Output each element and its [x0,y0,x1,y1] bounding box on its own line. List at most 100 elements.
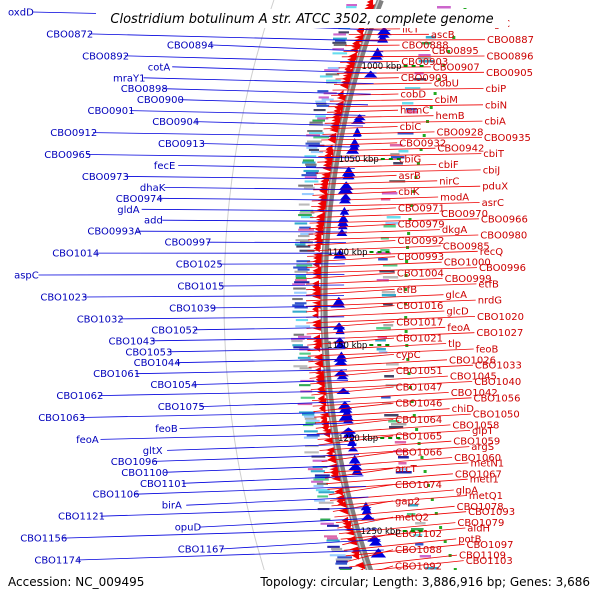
feature-block [293,287,306,290]
gene-label-right: asrB [399,171,421,182]
label-leader-left [200,143,359,148]
minor-feature-dot [423,470,427,473]
forward-gene-arrow [369,538,383,546]
label-leader-right [349,554,458,568]
forward-gene-arrow [337,400,353,410]
forward-gene-arrow [333,296,345,305]
gene-label-right: cbiJ [483,165,501,176]
feature-block [327,67,340,70]
gene-label-right: hemB [436,111,465,122]
gene-label-right: CBO1060 [454,453,501,464]
feature-block [298,184,313,187]
feature-block [383,225,396,228]
gene-label-right: CBO1066 [395,448,442,459]
genome-stats-text: Topology: circular; Length: 3,886,916 bp… [259,575,590,589]
reverse-gene-arrow [314,228,325,236]
minor-feature-dot [410,204,414,207]
label-leader-left [62,528,378,539]
feature-block [294,291,307,294]
gene-label-left: CBO0904 [152,117,199,128]
feature-block [318,501,334,504]
gene-label-right: dkgA [442,225,467,236]
feature-block [415,522,426,525]
reverse-gene-arrow [323,436,334,444]
gene-label-right: glpT [472,426,494,437]
feature-block [296,264,313,267]
label-leader-left [130,110,366,116]
feature-block [406,513,416,516]
gene-label-right: licT [402,24,420,35]
label-leader-right [314,413,471,424]
feature-block [305,421,317,424]
gene-label-right: arcT [395,464,418,475]
accession-text: Accession: NC_009495 [8,575,144,589]
gene-label-right: hemC [400,106,429,117]
gene-label-left: CBO1014 [52,249,99,260]
label-leader-right [308,234,479,241]
feature-block [312,119,325,122]
label-leader-left [80,411,352,418]
feature-block [389,180,406,183]
gene-label-left: CBO1174 [34,556,81,567]
gene-label-right: CBO1033 [475,361,522,372]
gene-label-right: CBO0970 [441,209,488,220]
feature-block [306,146,318,149]
feature-block [303,415,316,418]
feature-block [381,402,392,405]
feature-block [292,298,303,301]
title-background [96,9,508,28]
feature-block [319,75,333,78]
feature-block [377,336,387,339]
feature-block [315,115,326,118]
feature-block [339,568,352,571]
feature-block [383,303,393,306]
gene-label-left: CBO1032 [77,314,124,325]
feature-block [302,161,316,164]
minor-feature-dot [419,148,423,151]
label-leader-right [321,137,482,141]
label-leader-right [327,478,468,490]
gene-label-left: CBO1054 [150,380,197,391]
gene-label-left: CBO1015 [177,282,224,293]
label-leader-right [306,267,478,274]
minor-feature-dot [433,92,437,95]
feature-block [296,260,311,263]
gene-label-left: opuD [175,523,202,534]
label-leader-right [313,180,438,185]
feature-block [309,121,323,124]
label-leader-left [141,208,350,212]
gene-label-right: CBO1065 [395,431,442,442]
gene-label-left: aspC [14,271,39,282]
feature-block [305,419,320,422]
gene-label-right: potB [458,534,481,545]
label-leader-left [119,316,345,320]
gene-label-left: oxdD [8,8,34,19]
outer-guide-arc [223,0,275,600]
feature-block [292,304,305,307]
reverse-gene-arrow [312,293,322,300]
label-leader-left [136,230,347,233]
feature-block [333,43,347,46]
feature-block [324,535,337,538]
minor-feature-dot [453,568,457,571]
feature-block [302,413,315,416]
label-leader-right [305,294,444,302]
forward-gene-arrow [336,373,349,380]
minor-feature-dot [409,386,412,389]
feature-block [292,310,308,313]
gene-label-right: tlp [448,339,461,350]
feature-block [294,281,310,284]
feature-block [292,283,305,286]
feature-block [304,451,319,454]
label-leader-right [315,169,481,174]
feature-block [294,222,308,225]
feature-block [332,48,344,51]
feature-block [306,434,320,437]
label-leader-right [323,126,398,130]
label-leader-left [199,517,375,528]
feature-block [404,87,421,90]
gene-label-right: CBO0887 [487,35,534,46]
label-leader-left [100,433,356,440]
feature-block [317,90,329,93]
